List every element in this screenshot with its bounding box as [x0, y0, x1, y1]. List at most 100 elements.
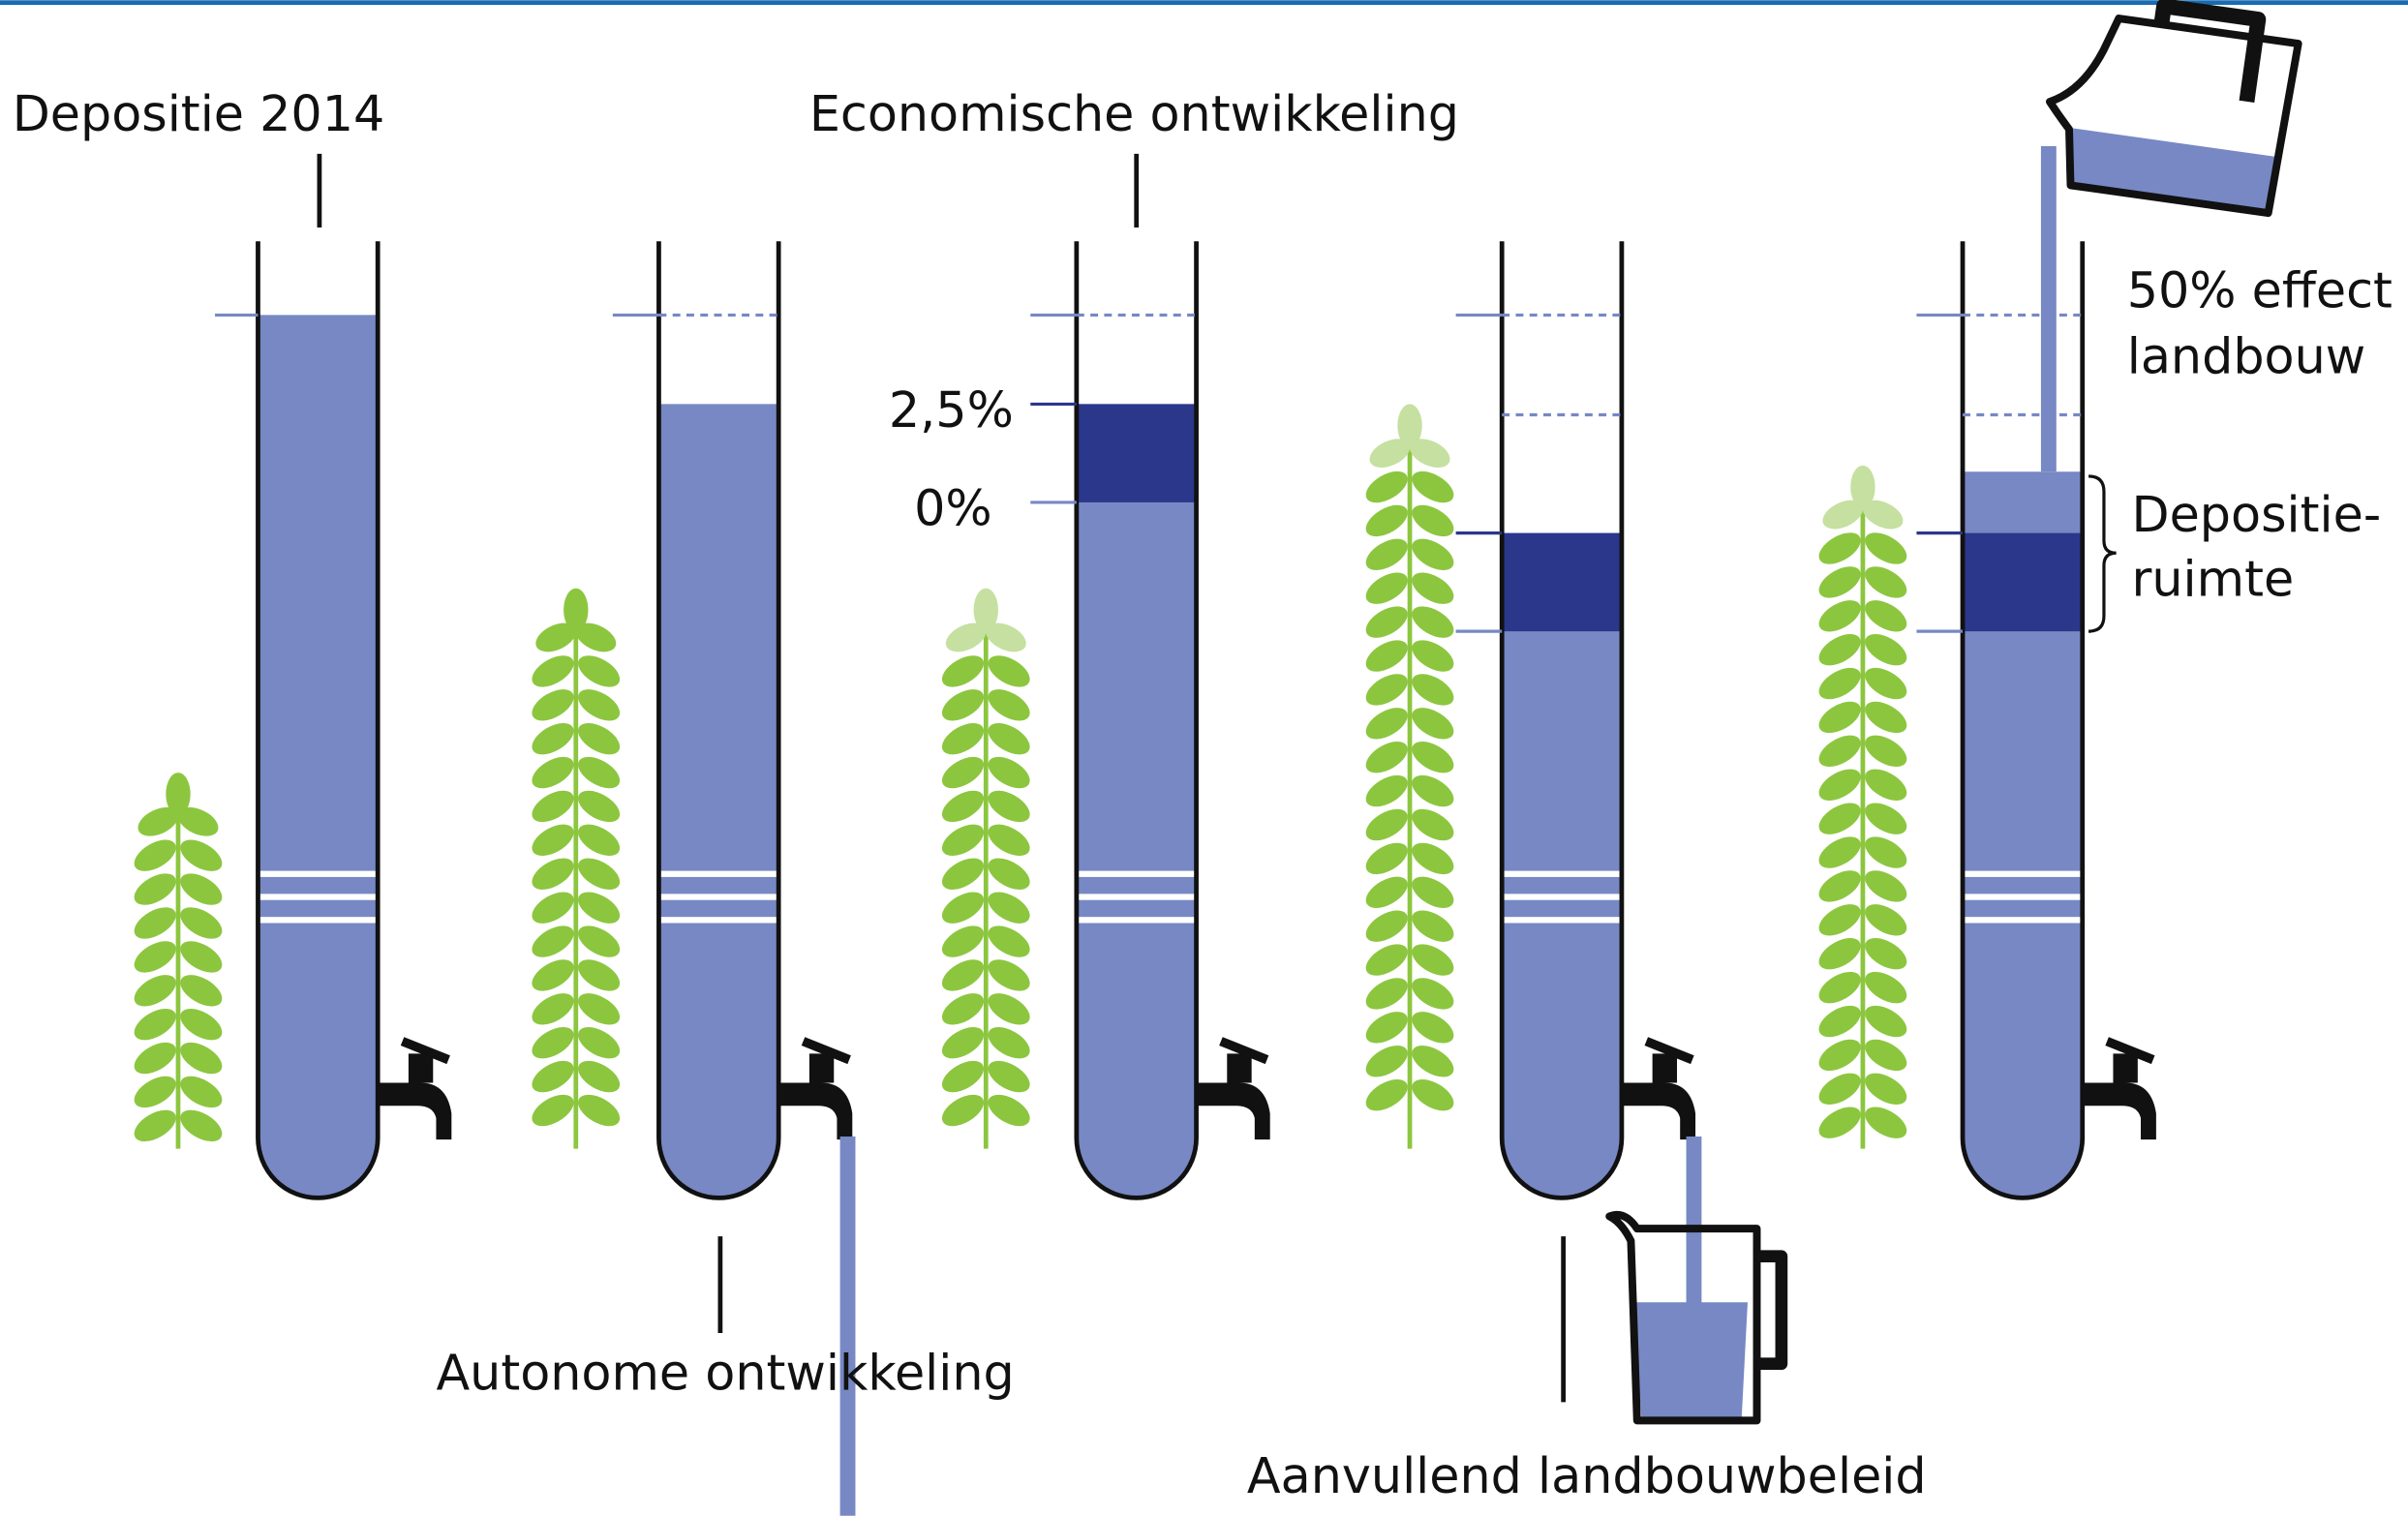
label: Economische ontwikkeling: [809, 85, 1459, 142]
leaf: [1860, 661, 1912, 706]
tube-band: [1502, 533, 1622, 632]
leaf: [1360, 532, 1413, 577]
leaf: [1360, 803, 1413, 847]
leaf: [1814, 897, 1866, 942]
leaf: [175, 901, 228, 946]
leaf: [1407, 1073, 1459, 1117]
leaf: [1860, 965, 1912, 1010]
leaf: [1360, 1039, 1413, 1083]
leaf: [1814, 661, 1866, 706]
leaf: [129, 901, 181, 946]
leaf: [1360, 566, 1413, 611]
leaf: [1860, 763, 1912, 807]
tube: [1456, 241, 1695, 1198]
tube-stripe: [658, 871, 778, 877]
leader-lines: [320, 154, 1564, 1402]
leaf: [527, 716, 579, 761]
leaf: [983, 954, 1035, 998]
label: Aanvullend landbouwbeleid: [1247, 1447, 1927, 1504]
leaf: [1860, 999, 1912, 1044]
leaf: [983, 1088, 1035, 1133]
leaf: [129, 1104, 181, 1148]
leaf: [1860, 931, 1912, 976]
tap: [1622, 1053, 1695, 1139]
leaf: [1407, 836, 1459, 881]
label: 50% effect: [2127, 261, 2393, 318]
leaf: [1360, 836, 1413, 881]
leaf: [983, 986, 1035, 1031]
leaf: [983, 1054, 1035, 1099]
tap: [2083, 1053, 2156, 1139]
tube-stripe: [1502, 894, 1622, 899]
leaf: [175, 1104, 228, 1148]
leaf: [129, 1002, 181, 1046]
tube-band: [1077, 404, 1197, 502]
tube-stripe: [1502, 871, 1622, 877]
leaf: [1360, 938, 1413, 983]
leaf: [1860, 864, 1912, 909]
leaf: [573, 920, 625, 964]
tube-stripe: [658, 917, 778, 923]
tube: [215, 241, 451, 1198]
leaf: [175, 1036, 228, 1080]
label: Depositie 2014: [13, 85, 385, 142]
leaf: [1814, 999, 1866, 1044]
leaf: [983, 818, 1035, 863]
leaf: [1360, 1005, 1413, 1049]
leaf: [1860, 1067, 1912, 1111]
leaf: [1360, 870, 1413, 915]
leaf: [1860, 797, 1912, 841]
leaf: [573, 852, 625, 896]
leaf: [1814, 1101, 1866, 1145]
tube-stripe: [1077, 871, 1197, 877]
leaf: [1407, 465, 1459, 509]
leaf: [937, 886, 990, 930]
leaf: [1814, 561, 1866, 605]
label: Autonome ontwikkeling: [436, 1345, 1014, 1402]
plant: [1814, 466, 1911, 1149]
leaf: [1814, 627, 1866, 672]
leaf: [937, 1054, 990, 1099]
leaf: [175, 834, 228, 878]
leaf: [1407, 735, 1459, 779]
leaf: [573, 1054, 625, 1099]
tube-stripe: [1077, 894, 1197, 899]
leaf: [573, 750, 625, 795]
tube-stripe: [258, 871, 378, 877]
plant: [527, 589, 625, 1149]
leaf: [1860, 627, 1912, 672]
leaf: [1407, 1005, 1459, 1049]
leaf: [527, 650, 579, 694]
leaf: [937, 986, 990, 1031]
leaf: [129, 968, 181, 1013]
tube-stripe: [1963, 871, 2083, 877]
label: landbouw: [2127, 328, 2366, 385]
leaf: [527, 750, 579, 795]
leaf: [527, 818, 579, 863]
leaf: [1407, 972, 1459, 1016]
leaf: [1814, 1067, 1866, 1111]
leaf: [983, 682, 1035, 727]
leaf: [573, 784, 625, 829]
plants: [129, 404, 1911, 1148]
leaf: [1360, 465, 1413, 509]
label: ruimte: [2132, 551, 2295, 608]
leaf: [527, 1054, 579, 1099]
leaf: [1407, 803, 1459, 847]
leaf: [527, 1088, 579, 1133]
leaf: [527, 784, 579, 829]
leaf: [937, 818, 990, 863]
leaf: [527, 1020, 579, 1065]
leaf: [1860, 1101, 1912, 1145]
leaf: [1360, 668, 1413, 713]
leaf: [1814, 763, 1866, 807]
plant: [1360, 404, 1458, 1148]
leaf: [1814, 797, 1866, 841]
tube-fill: [1077, 404, 1197, 1198]
leaf: [1814, 931, 1866, 976]
leaf: [573, 682, 625, 727]
tube: [613, 241, 852, 1198]
top-border: [0, 0, 2408, 5]
leaf: [573, 886, 625, 930]
tube-stripe: [658, 894, 778, 899]
